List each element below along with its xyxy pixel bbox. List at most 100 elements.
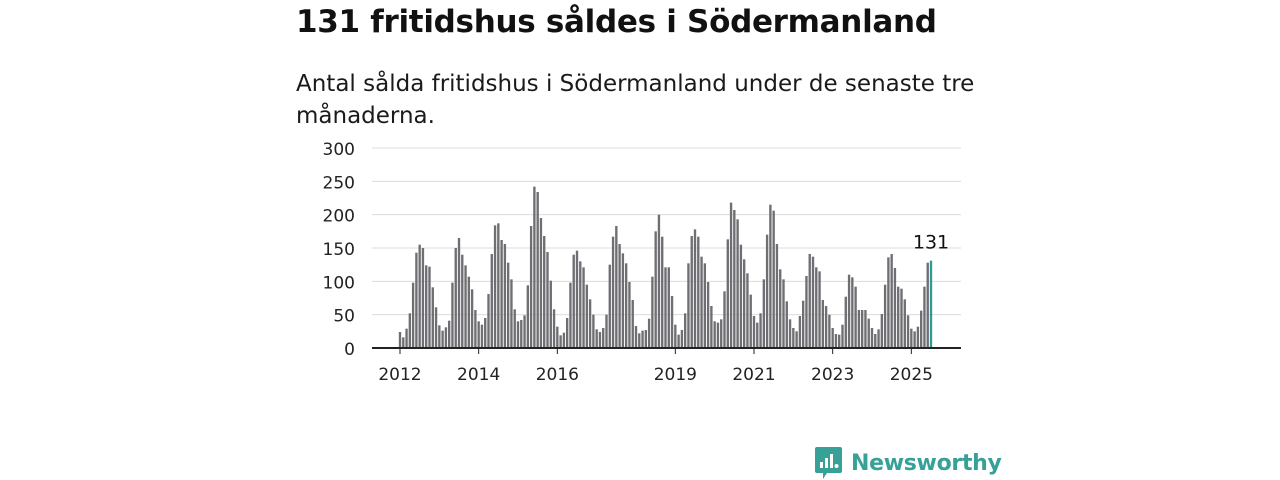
- bar: [611, 236, 615, 348]
- bar: [736, 219, 739, 348]
- bar: [484, 318, 487, 348]
- bar: [893, 268, 897, 348]
- bar: [661, 236, 664, 348]
- bar: [647, 318, 651, 348]
- bar: [579, 261, 582, 348]
- bar: [733, 210, 736, 348]
- bar: [608, 264, 611, 348]
- bar: [667, 267, 670, 348]
- bar: [906, 315, 910, 348]
- bar: [674, 324, 677, 348]
- bar: [428, 266, 431, 348]
- y-tick-label: 300: [323, 140, 355, 160]
- bar: [913, 331, 916, 348]
- bar: [588, 299, 592, 348]
- bar: [595, 329, 598, 348]
- bar: [513, 309, 516, 348]
- bar: [841, 324, 844, 348]
- y-tick-label: 250: [323, 173, 355, 193]
- bar: [520, 320, 523, 348]
- bar: [867, 318, 870, 348]
- bar: [628, 282, 631, 348]
- bar: [621, 253, 625, 348]
- bar: [782, 279, 785, 348]
- bar: [792, 328, 795, 348]
- bar: [729, 202, 733, 348]
- bar: [651, 276, 654, 348]
- bar: [749, 294, 752, 348]
- bar: [690, 236, 693, 348]
- bar: [805, 276, 808, 348]
- bar: [834, 334, 838, 348]
- bar: [752, 316, 756, 348]
- y-tick-label: 150: [323, 240, 355, 260]
- bar: [926, 262, 929, 348]
- bar: [477, 321, 480, 348]
- bar: [503, 244, 507, 348]
- bar: [700, 256, 703, 348]
- bar: [464, 265, 467, 348]
- bar: [575, 250, 579, 348]
- brand-logo[interactable]: Newsworthy: [815, 446, 1002, 480]
- bar: [549, 280, 552, 348]
- bar: [903, 299, 906, 348]
- bar: [883, 284, 887, 348]
- bar: [890, 254, 893, 348]
- y-tick-label: 100: [323, 273, 355, 293]
- bar: [775, 244, 779, 348]
- brand-name: Newsworthy: [851, 450, 1002, 476]
- bar: [411, 282, 415, 348]
- bar: [516, 321, 520, 348]
- bar: [605, 314, 608, 348]
- bar: [398, 332, 402, 348]
- bar: [405, 328, 408, 348]
- bar: [795, 331, 798, 348]
- bar: [585, 284, 589, 348]
- bar: [716, 322, 720, 348]
- bar: [602, 328, 605, 348]
- bar: [860, 310, 864, 348]
- bar: [680, 330, 684, 348]
- bar: [710, 306, 713, 348]
- bar: [510, 279, 513, 348]
- bar: [402, 337, 405, 348]
- bar: [447, 320, 451, 348]
- chart-title: 131 fritidshus såldes i Södermanland: [296, 4, 937, 40]
- bar: [670, 296, 674, 348]
- bar: [615, 226, 618, 348]
- bar: [762, 279, 766, 348]
- bar: [847, 274, 851, 348]
- bar: [529, 226, 533, 348]
- bar: [910, 328, 913, 348]
- bar: [569, 282, 572, 348]
- bar: [772, 210, 775, 348]
- bar: [900, 288, 903, 348]
- bar: [451, 282, 454, 348]
- bar: [713, 321, 716, 348]
- bar: [565, 318, 569, 348]
- bar: [923, 286, 926, 348]
- bar: [618, 244, 621, 348]
- bar: [785, 301, 788, 348]
- bar: [821, 300, 825, 348]
- bar: [874, 334, 877, 348]
- bar: [552, 309, 556, 348]
- bar: [562, 332, 566, 348]
- bar: [497, 223, 500, 348]
- bar: [533, 186, 536, 348]
- bar: [765, 234, 769, 348]
- bar: [664, 267, 667, 348]
- x-tick-label: 2025: [890, 365, 933, 385]
- bar: [415, 252, 418, 348]
- bar: [644, 330, 648, 348]
- bar: [851, 277, 854, 348]
- bar: [887, 257, 890, 348]
- bar: [693, 229, 697, 348]
- bar: [798, 316, 802, 348]
- bar: [769, 204, 772, 348]
- bar: [490, 254, 493, 348]
- bar: [470, 289, 474, 348]
- x-tick-label: 2019: [654, 365, 697, 385]
- value-annotation: 131: [913, 232, 949, 254]
